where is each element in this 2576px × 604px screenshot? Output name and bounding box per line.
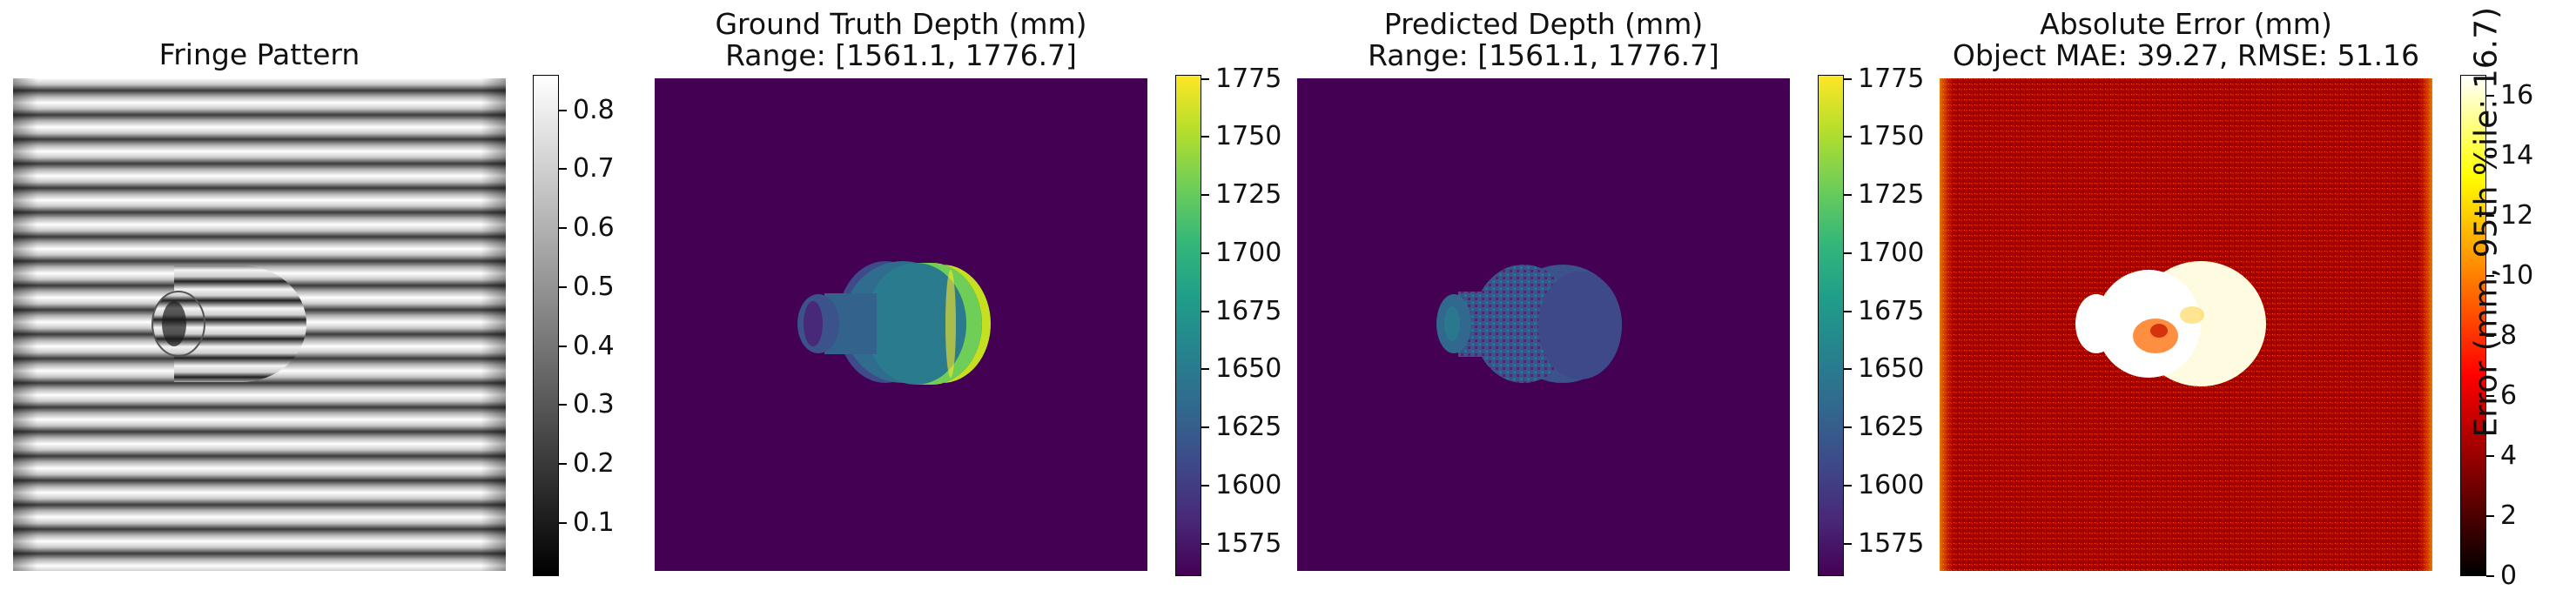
colorbar-tick [2486,455,2494,458]
colorbar-tick-label: 0.3 [573,389,615,420]
colorbar-tick-label: 1725 [1215,179,1282,211]
colorbar-tick [2486,275,2494,278]
colorbar-tick [1201,136,1209,138]
panel4-title: Absolute Error (mm) Object MAE: 39.27, R… [1952,7,2420,72]
colorbar-tick-label: 1600 [1858,470,1925,501]
colorbar-gray [533,75,559,576]
colorbar-tick [2486,575,2494,577]
colorbar-tick-label: 0.1 [573,507,615,538]
colorbar-tick-label: 1575 [1858,527,1925,559]
colorbar-tick [1844,368,1852,371]
panel1-title: Fringe Pattern [158,37,360,71]
colorbar-tick-label: 0.4 [573,330,615,361]
colorbar-tick-label: 0.2 [573,448,615,480]
colorbar-tick [1844,542,1852,545]
colorbar-tick [2486,95,2494,97]
ground-truth-depth-image [655,78,1147,571]
colorbar-tick-label: 1625 [1215,412,1282,443]
colorbar-tick-label: 1700 [1215,237,1282,268]
colorbar-tick [559,404,567,406]
colorbar-tick [1201,426,1209,429]
colorbar-tick [1201,542,1209,545]
colorbar-hot-label: Error (mm, 95th %ile: 16.7) [2468,6,2505,438]
colorbar-tick [1201,194,1209,197]
colorbar-tick-label: 10 [2500,260,2534,292]
colorbar-tick-label: 0.8 [573,94,615,125]
colorbar-tick-label: 1650 [1215,353,1282,385]
colorbar-tick-label: 1575 [1215,527,1282,559]
colorbar-viridis-pred [1818,75,1844,576]
colorbar-tick [559,168,567,171]
colorbar-tick [2486,335,2494,338]
colorbar-tick-label: 1700 [1858,237,1925,268]
fringe-pattern-image [13,78,506,571]
colorbar-tick-label: 2 [2500,500,2518,532]
colorbar-tick [1844,252,1852,254]
colorbar-tick [559,285,567,288]
colorbar-tick-label: 0 [2500,560,2518,591]
colorbar-tick [1844,310,1852,312]
colorbar-tick-label: 1750 [1215,121,1282,152]
colorbar-tick-label: 1775 [1215,63,1282,94]
colorbar-tick [1844,426,1852,429]
colorbar-tick-label: 1625 [1858,412,1925,443]
colorbar-tick [1844,485,1852,487]
panel2-title: Ground Truth Depth (mm) Range: [1561.1, … [715,7,1087,72]
colorbar-tick [1201,485,1209,487]
predicted-depth-image [1297,78,1790,571]
colorbar-tick [2486,515,2494,518]
colorbar-tick-label: 1675 [1215,295,1282,326]
colorbar-tick-label: 1600 [1215,470,1282,501]
colorbar-tick [559,463,567,466]
absolute-error-image [1940,78,2432,571]
colorbar-tick-label: 14 [2500,140,2534,171]
colorbar-tick-label: 4 [2500,440,2518,472]
colorbar-tick [2486,395,2494,398]
colorbar-tick-label: 1775 [1858,63,1925,94]
panel3-title: Predicted Depth (mm) Range: [1561.1, 177… [1368,7,1719,72]
colorbar-tick-label: 0.5 [573,271,615,302]
colorbar-tick-label: 1750 [1858,121,1925,152]
colorbar-tick [559,522,567,524]
colorbar-tick [1844,136,1852,138]
colorbar-tick-label: 0.6 [573,212,615,244]
colorbar-tick-label: 16 [2500,80,2534,111]
colorbar-tick-label: 6 [2500,380,2518,412]
colorbar-hot [2460,75,2486,576]
colorbar-tick-label: 1650 [1858,353,1925,385]
colorbar-tick [1201,77,1209,80]
colorbar-tick [1844,77,1852,80]
colorbar-tick [559,227,567,230]
colorbar-tick [2486,215,2494,218]
colorbar-tick [559,345,567,347]
colorbar-tick [1201,310,1209,312]
colorbar-tick-label: 12 [2500,200,2534,232]
colorbar-tick [1201,252,1209,254]
colorbar-tick [559,109,567,111]
colorbar-tick [1201,368,1209,371]
colorbar-viridis-gt [1175,75,1201,576]
colorbar-tick [2486,155,2494,158]
colorbar-tick-label: 1675 [1858,295,1925,326]
colorbar-tick [1844,194,1852,197]
colorbar-tick-label: 8 [2500,320,2518,352]
colorbar-tick-label: 1725 [1858,179,1925,211]
colorbar-tick-label: 0.7 [573,153,615,185]
